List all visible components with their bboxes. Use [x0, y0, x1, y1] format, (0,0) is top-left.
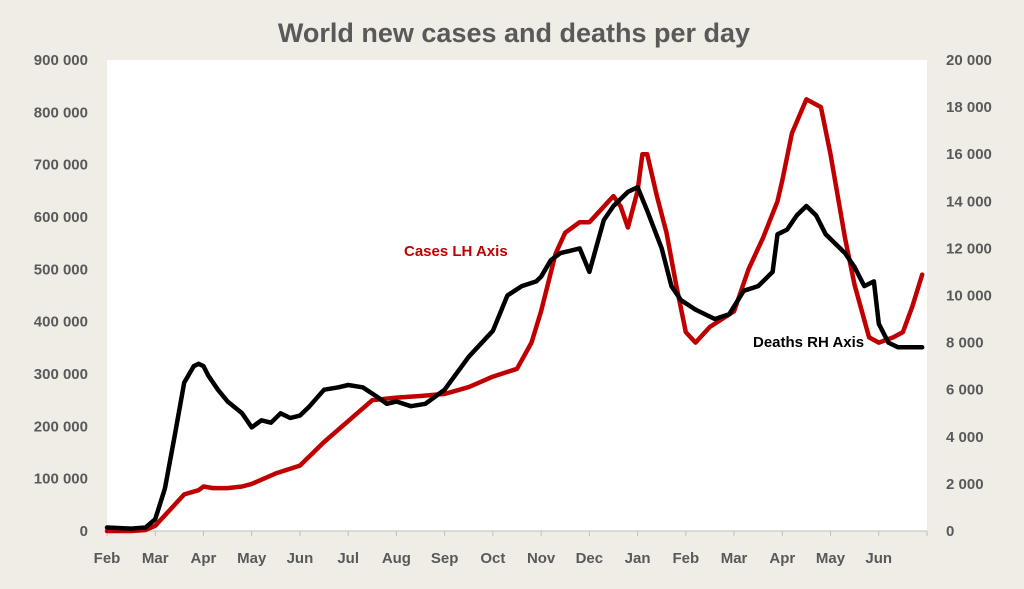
chart-title: World new cases and deaths per day — [278, 18, 750, 48]
x-tick-label: Apr — [769, 550, 795, 567]
left-tick-label: 300 000 — [34, 366, 88, 383]
x-axis: Feb Mar Apr May Jun Jul Aug Sep Oct Nov Dec Jan Feb M… — [94, 530, 928, 567]
right-tick-label: 0 — [946, 523, 954, 540]
right-tick-label: 2 000 — [946, 476, 984, 493]
x-tick-label: Feb — [672, 550, 699, 567]
x-tick-label: Jan — [625, 550, 651, 567]
left-tick-label: 600 000 — [34, 209, 88, 226]
x-tick-label: May — [816, 550, 846, 567]
deaths-annotation: Deaths RH Axis — [753, 334, 864, 351]
x-tick-label: Jun — [287, 550, 314, 567]
left-axis: 0 100 000 200 000 300 000 400 000 500 000 600 … — [34, 52, 88, 540]
right-tick-label: 16 000 — [946, 146, 992, 163]
plot-area — [107, 60, 927, 531]
x-tick-label: Sep — [431, 550, 459, 567]
x-tick-label: Oct — [480, 550, 505, 567]
left-tick-label: 400 000 — [34, 314, 88, 331]
x-tick-label: Jul — [337, 550, 359, 567]
right-tick-label: 6 000 — [946, 382, 984, 399]
right-tick-label: 10 000 — [946, 288, 992, 305]
cases-series-line — [104, 97, 925, 534]
right-tick-label: 14 000 — [946, 193, 992, 210]
left-tick-label: 900 000 — [34, 52, 88, 69]
x-tick-label: Nov — [527, 550, 556, 567]
x-tick-label: May — [237, 550, 267, 567]
left-tick-label: 100 000 — [34, 471, 88, 488]
x-tick-label: Jun — [865, 550, 892, 567]
left-tick-label: 700 000 — [34, 157, 88, 174]
left-tick-label: 800 000 — [34, 104, 88, 121]
right-axis: 0 2 000 4 000 6 000 8 000 10 000 12 000 14 000 1… — [946, 52, 992, 540]
left-tick-label: 0 — [80, 523, 88, 540]
x-tick-label: Mar — [142, 550, 169, 567]
x-tick-label: Feb — [94, 550, 121, 567]
right-tick-label: 4 000 — [946, 429, 984, 446]
x-tick-label: Dec — [576, 550, 604, 567]
right-tick-label: 12 000 — [946, 240, 992, 257]
deaths-series-line — [104, 184, 925, 531]
x-tick-label: Mar — [721, 550, 748, 567]
right-tick-label: 8 000 — [946, 335, 984, 352]
right-tick-label: 20 000 — [946, 52, 992, 69]
left-tick-label: 200 000 — [34, 418, 88, 435]
left-tick-label: 500 000 — [34, 261, 88, 278]
x-tick-label: Apr — [191, 550, 217, 567]
x-tick-label: Aug — [382, 550, 411, 567]
right-tick-label: 18 000 — [946, 99, 992, 116]
cases-annotation: Cases LH Axis — [404, 243, 508, 260]
series-layer — [104, 97, 925, 534]
